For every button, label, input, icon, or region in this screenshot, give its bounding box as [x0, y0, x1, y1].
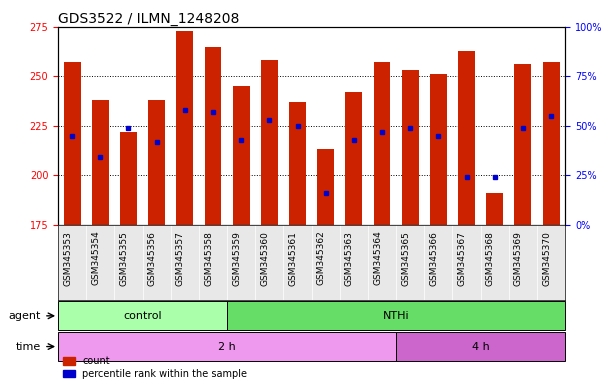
Text: time: time: [16, 341, 41, 352]
Bar: [64, 63, 81, 225]
Text: GSM345357: GSM345357: [176, 231, 185, 286]
Text: GSM345363: GSM345363: [345, 231, 354, 286]
Legend: count, percentile rank within the sample: count, percentile rank within the sample: [63, 356, 247, 379]
Text: GSM345361: GSM345361: [288, 231, 298, 286]
Bar: [205, 47, 221, 225]
Text: GSM345359: GSM345359: [232, 231, 241, 286]
Bar: [120, 132, 137, 225]
Bar: [396, 332, 565, 361]
Bar: [345, 92, 362, 225]
Text: 2 h: 2 h: [218, 341, 236, 352]
Text: GSM345360: GSM345360: [260, 231, 269, 286]
Text: GSM345364: GSM345364: [373, 231, 382, 285]
Bar: [430, 74, 447, 225]
Text: GSM345355: GSM345355: [120, 231, 128, 286]
Bar: [289, 102, 306, 225]
Bar: [148, 100, 165, 225]
Bar: [58, 332, 396, 361]
Bar: [261, 61, 278, 225]
Text: agent: agent: [9, 311, 41, 321]
Text: GSM345367: GSM345367: [458, 231, 467, 286]
Text: GSM345353: GSM345353: [63, 231, 72, 286]
Text: 4 h: 4 h: [472, 341, 489, 352]
Bar: [227, 301, 565, 330]
Text: control: control: [123, 311, 162, 321]
Bar: [177, 31, 193, 225]
Text: GSM345366: GSM345366: [430, 231, 439, 286]
Bar: [92, 100, 109, 225]
Text: GDS3522 / ILMN_1248208: GDS3522 / ILMN_1248208: [58, 12, 240, 26]
Text: GSM345358: GSM345358: [204, 231, 213, 286]
Bar: [233, 86, 250, 225]
Text: GSM345362: GSM345362: [316, 231, 326, 285]
Bar: [543, 63, 560, 225]
Text: GSM345368: GSM345368: [486, 231, 495, 286]
Text: GSM345365: GSM345365: [401, 231, 410, 286]
Bar: [402, 70, 419, 225]
Text: GSM345354: GSM345354: [91, 231, 100, 285]
Text: GSM345370: GSM345370: [542, 231, 551, 286]
Text: GSM345356: GSM345356: [148, 231, 156, 286]
Bar: [458, 51, 475, 225]
Bar: [486, 193, 503, 225]
Bar: [58, 301, 227, 330]
Text: NTHi: NTHi: [383, 311, 409, 321]
Text: GSM345369: GSM345369: [514, 231, 523, 286]
Bar: [373, 63, 390, 225]
Bar: [317, 149, 334, 225]
Bar: [514, 65, 532, 225]
